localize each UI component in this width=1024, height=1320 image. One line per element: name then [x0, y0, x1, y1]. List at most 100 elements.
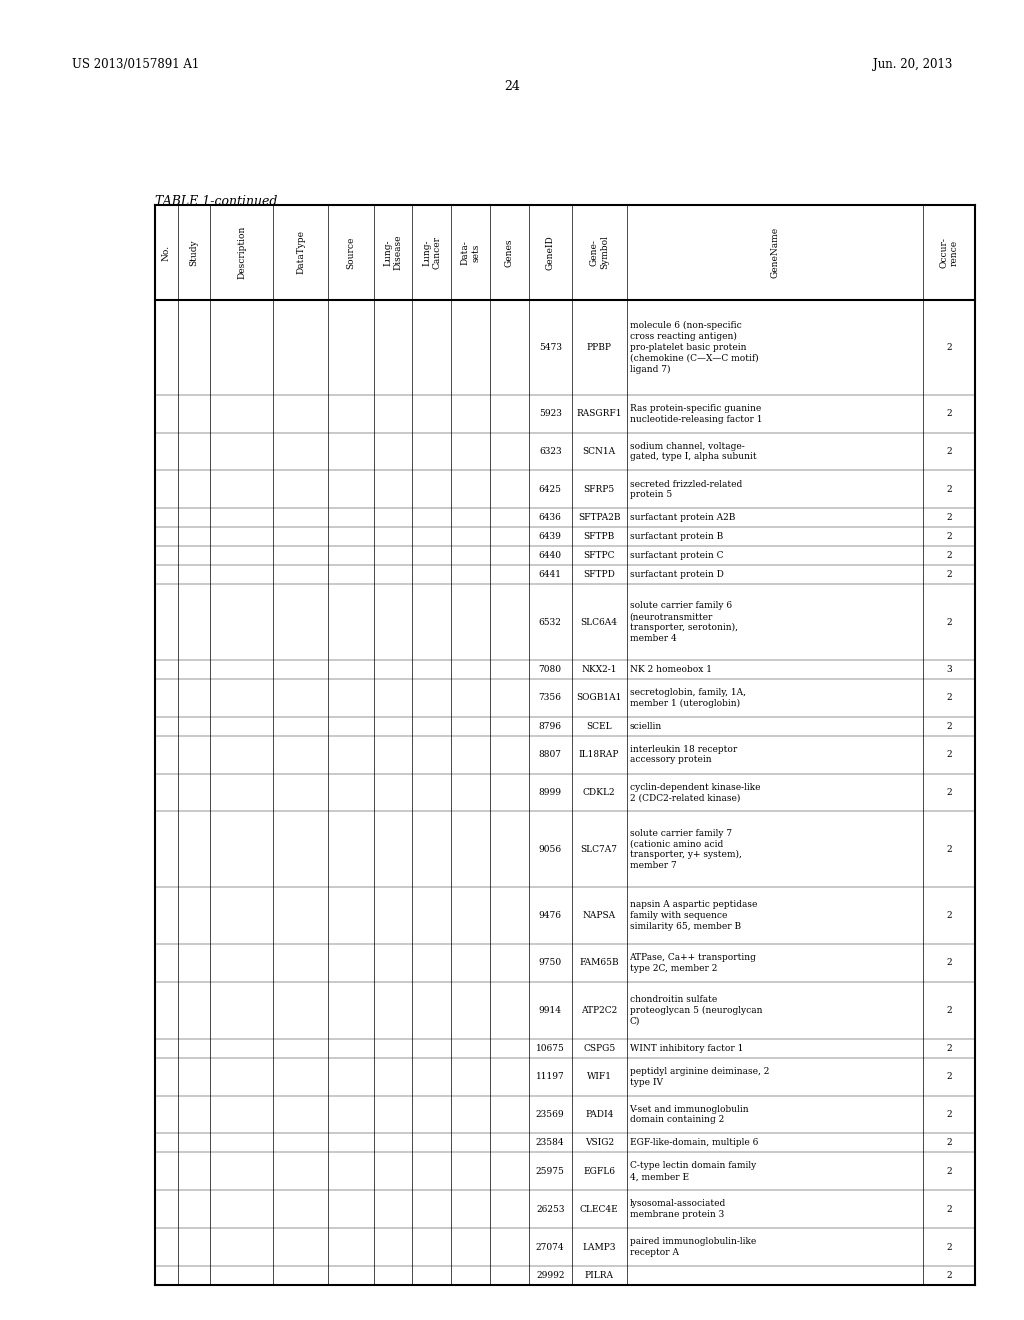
Text: 2: 2	[946, 484, 951, 494]
Text: 7080: 7080	[539, 665, 562, 675]
Text: PILRA: PILRA	[585, 1271, 613, 1280]
Text: CSPG5: CSPG5	[583, 1044, 615, 1053]
Text: Ras protein-specific guanine
nucleotide-releasing factor 1: Ras protein-specific guanine nucleotide-…	[630, 404, 762, 424]
Text: 23569: 23569	[536, 1110, 564, 1119]
Text: SFTPA2B: SFTPA2B	[578, 513, 621, 523]
Text: C-type lectin domain family
4, member E: C-type lectin domain family 4, member E	[630, 1162, 756, 1181]
Text: secreted frizzled-related
protein 5: secreted frizzled-related protein 5	[630, 479, 741, 499]
Text: lysosomal-associated
membrane protein 3: lysosomal-associated membrane protein 3	[630, 1200, 726, 1220]
Text: SCN1A: SCN1A	[583, 447, 615, 455]
Text: interleukin 18 receptor
accessory protein: interleukin 18 receptor accessory protei…	[630, 744, 736, 764]
Text: 26253: 26253	[536, 1205, 564, 1213]
Text: 2: 2	[946, 1138, 951, 1147]
Text: sodium channel, voltage-
gated, type I, alpha subunit: sodium channel, voltage- gated, type I, …	[630, 442, 756, 462]
Text: 2: 2	[946, 1271, 951, 1280]
Text: PADI4: PADI4	[585, 1110, 613, 1119]
Text: SFTPC: SFTPC	[584, 552, 615, 560]
Text: NKX2-1: NKX2-1	[582, 665, 616, 675]
Text: 2: 2	[946, 1072, 951, 1081]
Text: 2: 2	[946, 1205, 951, 1213]
Text: TABLE 1-continued: TABLE 1-continued	[155, 195, 278, 209]
Text: 29992: 29992	[536, 1271, 564, 1280]
Text: 8807: 8807	[539, 750, 562, 759]
Text: 2: 2	[946, 788, 951, 797]
Text: NK 2 homeobox 1: NK 2 homeobox 1	[630, 665, 712, 675]
Text: SLC7A7: SLC7A7	[581, 845, 617, 854]
Text: Lung-
Cancer: Lung- Cancer	[422, 236, 441, 269]
Text: surfactant protein C: surfactant protein C	[630, 552, 723, 560]
Text: 2: 2	[946, 750, 951, 759]
Text: WINT inhibitory factor 1: WINT inhibitory factor 1	[630, 1044, 742, 1053]
Text: Jun. 20, 2013: Jun. 20, 2013	[872, 58, 952, 71]
Text: 2: 2	[946, 447, 951, 455]
Text: 2: 2	[946, 409, 951, 418]
Text: 6323: 6323	[539, 447, 561, 455]
Text: 6441: 6441	[539, 570, 562, 579]
Text: SFTPB: SFTPB	[584, 532, 614, 541]
Text: 9750: 9750	[539, 958, 562, 968]
Text: LAMP3: LAMP3	[583, 1242, 615, 1251]
Text: V-set and immunoglobulin
domain containing 2: V-set and immunoglobulin domain containi…	[630, 1105, 750, 1125]
Text: 2: 2	[946, 1110, 951, 1119]
Text: 6439: 6439	[539, 532, 561, 541]
Text: molecule 6 (non-specific
cross reacting antigen)
pro-platelet basic protein
(che: molecule 6 (non-specific cross reacting …	[630, 321, 758, 374]
Text: IL18RAP: IL18RAP	[579, 750, 620, 759]
Text: 6436: 6436	[539, 513, 561, 523]
Text: cyclin-dependent kinase-like
2 (CDC2-related kinase): cyclin-dependent kinase-like 2 (CDC2-rel…	[630, 783, 760, 803]
Text: Study: Study	[189, 239, 199, 265]
Text: 2: 2	[946, 1242, 951, 1251]
Text: SCEL: SCEL	[587, 722, 612, 731]
Text: GeneName: GeneName	[770, 227, 779, 279]
Text: WIF1: WIF1	[587, 1072, 611, 1081]
Text: 2: 2	[946, 513, 951, 523]
Text: No.: No.	[162, 244, 171, 260]
Text: SFTPD: SFTPD	[584, 570, 615, 579]
Text: EGFL6: EGFL6	[583, 1167, 615, 1176]
Text: 9476: 9476	[539, 911, 562, 920]
Text: VSIG2: VSIG2	[585, 1138, 613, 1147]
Text: Occur-
rence: Occur- rence	[939, 238, 958, 268]
Text: EGF-like-domain, multiple 6: EGF-like-domain, multiple 6	[630, 1138, 758, 1147]
Text: 9056: 9056	[539, 845, 562, 854]
Text: 2: 2	[946, 1167, 951, 1176]
Text: 2: 2	[946, 618, 951, 627]
Text: ATP2C2: ATP2C2	[581, 1006, 617, 1015]
Text: 5923: 5923	[539, 409, 561, 418]
Text: CLEC4E: CLEC4E	[580, 1205, 618, 1213]
Text: NAPSA: NAPSA	[583, 911, 615, 920]
Text: solute carrier family 7
(cationic amino acid
transporter, y+ system),
member 7: solute carrier family 7 (cationic amino …	[630, 829, 741, 870]
Text: paired immunoglobulin-like
receptor A: paired immunoglobulin-like receptor A	[630, 1237, 756, 1257]
Text: 24: 24	[504, 81, 520, 92]
Text: 2: 2	[946, 552, 951, 560]
Text: Lung-
Disease: Lung- Disease	[383, 235, 402, 271]
Text: SLC6A4: SLC6A4	[581, 618, 617, 627]
Text: 2: 2	[946, 532, 951, 541]
Text: surfactant protein A2B: surfactant protein A2B	[630, 513, 735, 523]
Text: GeneID: GeneID	[546, 235, 555, 269]
Text: 3: 3	[946, 665, 951, 675]
Text: Source: Source	[346, 236, 355, 269]
Text: DataType: DataType	[296, 231, 305, 275]
Text: 2: 2	[946, 845, 951, 854]
Text: Genes: Genes	[505, 238, 514, 267]
Text: RASGRF1: RASGRF1	[577, 409, 622, 418]
Text: peptidyl arginine deiminase, 2
type IV: peptidyl arginine deiminase, 2 type IV	[630, 1067, 769, 1086]
Text: 8796: 8796	[539, 722, 562, 731]
Text: 6532: 6532	[539, 618, 561, 627]
Text: 5473: 5473	[539, 343, 562, 352]
Text: 23584: 23584	[536, 1138, 564, 1147]
Text: 25975: 25975	[536, 1167, 564, 1176]
Text: napsin A aspartic peptidase
family with sequence
similarity 65, member B: napsin A aspartic peptidase family with …	[630, 900, 757, 931]
Text: 10675: 10675	[536, 1044, 564, 1053]
Text: 2: 2	[946, 958, 951, 968]
Text: 2: 2	[946, 1006, 951, 1015]
Text: 6440: 6440	[539, 552, 562, 560]
Text: CDKL2: CDKL2	[583, 788, 615, 797]
Text: sciellin: sciellin	[630, 722, 662, 731]
Text: 9914: 9914	[539, 1006, 562, 1015]
Text: 2: 2	[946, 343, 951, 352]
Text: 2: 2	[946, 570, 951, 579]
Text: ATPase, Ca++ transporting
type 2C, member 2: ATPase, Ca++ transporting type 2C, membe…	[630, 953, 757, 973]
Text: Description: Description	[237, 226, 246, 280]
Text: surfactant protein D: surfactant protein D	[630, 570, 723, 579]
